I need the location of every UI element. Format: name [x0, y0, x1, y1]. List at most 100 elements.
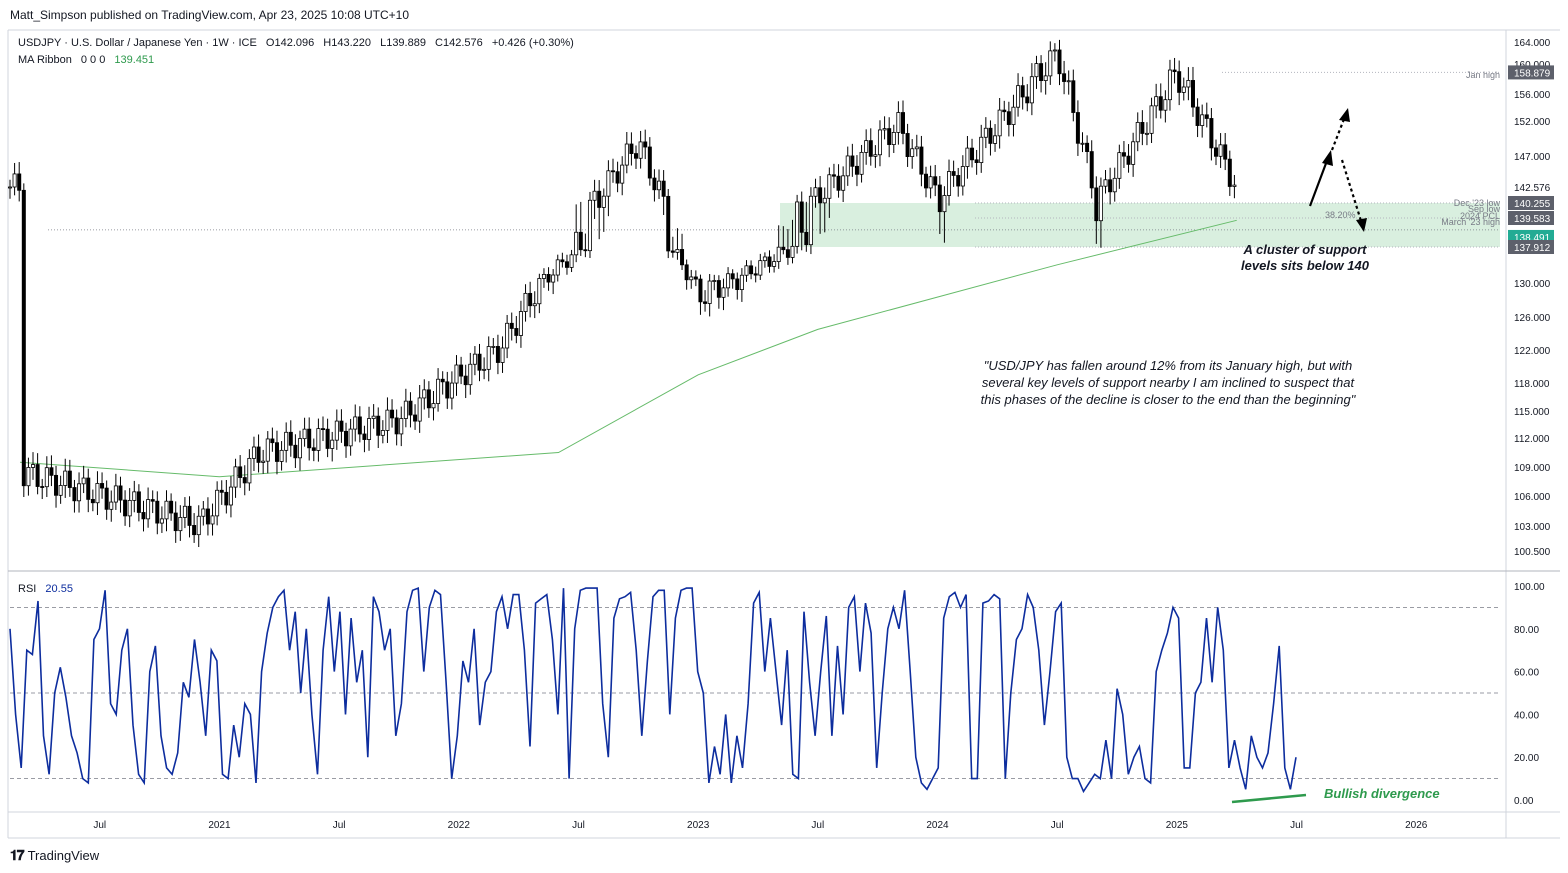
rsi-tick-label: 40.00 [1514, 710, 1539, 721]
price-tag-label: 137.912 [1514, 243, 1551, 254]
support-zone-rect [780, 203, 1500, 247]
rsi-value: 20.55 [45, 583, 73, 595]
candle-body [357, 416, 362, 435]
ma-ribbon-path [19, 219, 1237, 478]
candle-body [178, 517, 183, 532]
ma-ribbon-line [19, 219, 1237, 478]
candle-body [735, 278, 740, 291]
rsi-tick-label: 20.00 [1514, 753, 1539, 764]
candle-body [749, 265, 754, 275]
tradingview-logo-icon: 𝟏𝟕 [10, 847, 25, 863]
candle-body [472, 353, 477, 365]
candle-body [827, 174, 832, 199]
candle-body [960, 166, 965, 187]
candle-body [302, 428, 307, 440]
projection-down-line [1340, 159, 1364, 225]
price-axis[interactable]: 164.000160.000156.000152.000147.000130.0… [1508, 38, 1554, 558]
candle-body [173, 512, 178, 532]
candle-body [675, 249, 680, 253]
candle-body [850, 155, 855, 167]
candle-body [238, 466, 243, 478]
candle-body [482, 368, 487, 371]
candle-body [251, 446, 256, 459]
candle-body [77, 483, 82, 502]
price-tick-label: 156.000 [1514, 90, 1551, 101]
candle-body [215, 489, 220, 517]
candle-body [1149, 105, 1154, 134]
candle-body [799, 201, 804, 233]
candle-body [486, 346, 491, 370]
jan-high-label: Jan high [1466, 70, 1500, 80]
candle-body [1025, 96, 1030, 104]
candle-body [1039, 63, 1044, 81]
candle-body [385, 409, 390, 431]
candle-body [1020, 85, 1025, 98]
candle-body [661, 180, 666, 197]
projection-down-head [1356, 218, 1367, 232]
candle-body [813, 187, 818, 197]
candle-body [1057, 49, 1062, 75]
rsi-axis[interactable]: 100.00 80.00 60.00 40.00 20.00 0.00 [1514, 582, 1545, 807]
candle-body [49, 467, 54, 476]
candle-body [606, 170, 611, 197]
quote-line-2: several key levels of support nearby I a… [982, 375, 1356, 390]
candle-body [67, 470, 72, 488]
price-tick-label: 106.000 [1514, 492, 1551, 503]
candle-body [426, 389, 431, 409]
candle-body [205, 508, 210, 525]
time-tick-label: Jul [333, 820, 346, 831]
candle-body [1048, 50, 1053, 77]
time-tick-label: Jul [811, 820, 824, 831]
candle-body [647, 146, 652, 179]
candle-body [256, 446, 261, 463]
time-tick-label: Jul [572, 820, 585, 831]
candle-body [703, 301, 708, 304]
price-tick-label: 118.000 [1514, 379, 1550, 390]
candle-body [159, 518, 164, 524]
candle-body [620, 164, 625, 184]
march23-high-label: March '23 high [1441, 217, 1500, 227]
candle-body [868, 140, 873, 157]
high-value: H143.220 [323, 37, 371, 49]
price-tick-label: 103.000 [1514, 522, 1551, 533]
candle-body [831, 174, 836, 177]
candle-body [532, 303, 537, 307]
bullish-arrow-shaft [1308, 157, 1330, 207]
price-tag-label: 139.583 [1514, 214, 1551, 225]
candle-body [274, 442, 279, 462]
candle-body [247, 457, 252, 484]
candle-body [500, 347, 505, 363]
candle-body [7, 186, 12, 189]
candle-body [592, 190, 597, 201]
candle-body [58, 485, 63, 496]
candle-body [63, 470, 68, 486]
candle-body [403, 400, 408, 419]
time-axis[interactable]: Jul 2021 Jul 2022 Jul 2023 Jul 2024 Jul 2025 Jul 20… [93, 820, 1427, 831]
candle-body [583, 249, 588, 252]
candle-body [721, 287, 726, 298]
candle-body [109, 501, 114, 510]
rsi-line [9, 586, 1297, 794]
candle-body [1011, 106, 1016, 125]
candle-body [362, 433, 367, 440]
time-tick-label: Jul [93, 820, 106, 831]
candle-body [224, 491, 229, 506]
candle-body [970, 147, 975, 161]
candle-body [666, 195, 671, 252]
svg-text:MA Ribbon 0 0 0 13: MA Ribbon 0 0 0 139.451 [18, 54, 154, 66]
candle-body [417, 397, 422, 422]
candle-body [928, 176, 933, 189]
candle-body [113, 485, 118, 503]
candle-body [132, 491, 137, 501]
candle-body [652, 177, 657, 191]
candle-body [233, 466, 238, 488]
candle-body [684, 264, 689, 281]
rsi-label: RSI [18, 583, 36, 595]
candle-body [1172, 69, 1177, 73]
candle-body [146, 499, 151, 520]
candle-body [1016, 85, 1021, 108]
candle-body [1103, 179, 1108, 187]
candle-body [1029, 76, 1034, 104]
candle-body [1052, 49, 1057, 52]
tradingview-brand[interactable]: 𝟏𝟕 TradingView [10, 847, 99, 864]
